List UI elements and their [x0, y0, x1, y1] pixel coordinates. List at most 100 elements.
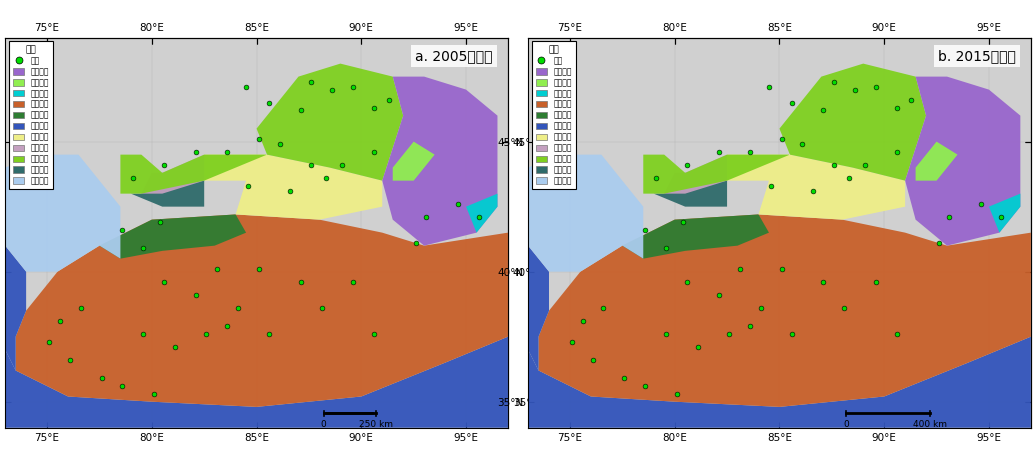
Point: [317, 174, 334, 182]
Text: 250 km: 250 km: [358, 420, 393, 429]
Polygon shape: [131, 173, 204, 207]
Point: [219, 322, 235, 330]
Point: [73, 304, 89, 312]
Point: [470, 213, 487, 221]
Point: [637, 382, 654, 390]
Point: [167, 343, 183, 351]
Polygon shape: [5, 246, 26, 370]
Point: [208, 265, 225, 273]
Text: b. 2015年分区: b. 2015年分区: [938, 49, 1015, 63]
Point: [994, 213, 1010, 221]
Legend: 市县, 东疆荒漠, 东疆绵洲, 东疆山地, 南疆荒漠, 南疆绵洲, 南疆山地, 北疆荒漠, 北疆绵洲, 北疆山地, 伊犁平原, 伊犁山地: 市县, 东疆荒漠, 东疆绵洲, 东疆山地, 南疆荒漠, 南疆绵洲, 南疆山地, …: [9, 41, 53, 189]
Point: [783, 330, 800, 338]
Point: [795, 141, 811, 148]
Point: [418, 213, 434, 221]
Point: [972, 200, 988, 208]
Polygon shape: [539, 214, 1031, 407]
Point: [152, 219, 169, 226]
Point: [564, 338, 580, 345]
Point: [941, 213, 957, 221]
Point: [240, 182, 257, 189]
Point: [815, 107, 832, 114]
Polygon shape: [99, 214, 247, 259]
Text: a. 2005年分区: a. 2005年分区: [415, 49, 493, 63]
Point: [648, 174, 664, 182]
Point: [188, 291, 204, 299]
Point: [616, 375, 633, 382]
Polygon shape: [989, 194, 1020, 233]
Point: [407, 239, 424, 247]
Point: [188, 148, 204, 156]
Point: [238, 83, 255, 91]
Polygon shape: [466, 194, 497, 233]
Point: [156, 278, 173, 286]
Point: [889, 148, 905, 156]
Point: [156, 161, 173, 169]
Point: [62, 356, 79, 364]
Point: [826, 161, 842, 169]
Point: [219, 148, 235, 156]
Point: [292, 107, 309, 114]
Point: [366, 148, 382, 156]
Point: [721, 330, 738, 338]
Point: [805, 187, 822, 195]
Polygon shape: [528, 155, 643, 272]
Point: [711, 291, 727, 299]
Point: [450, 200, 466, 208]
Point: [637, 226, 654, 234]
Text: 0: 0: [843, 420, 850, 429]
Point: [846, 86, 863, 94]
Point: [313, 304, 329, 312]
Point: [867, 278, 884, 286]
Point: [815, 278, 832, 286]
Point: [114, 226, 131, 234]
Point: [303, 78, 319, 86]
Polygon shape: [528, 337, 1031, 428]
Polygon shape: [916, 141, 957, 180]
Point: [658, 330, 674, 338]
Point: [674, 219, 691, 226]
Point: [574, 317, 591, 325]
Point: [679, 278, 695, 286]
Point: [783, 99, 800, 106]
Polygon shape: [664, 155, 727, 194]
Text: 400 km: 400 km: [914, 420, 947, 429]
Polygon shape: [393, 141, 435, 180]
Text: 0: 0: [321, 420, 326, 429]
Polygon shape: [528, 246, 549, 370]
Point: [679, 161, 695, 169]
Point: [261, 330, 278, 338]
Point: [40, 338, 57, 345]
Point: [251, 265, 267, 273]
Point: [135, 330, 151, 338]
Point: [903, 96, 920, 104]
Point: [135, 244, 151, 252]
Polygon shape: [5, 155, 120, 272]
Polygon shape: [5, 337, 508, 428]
Polygon shape: [382, 77, 497, 246]
Point: [742, 148, 758, 156]
Point: [292, 278, 309, 286]
Point: [658, 244, 674, 252]
Point: [689, 343, 706, 351]
Point: [731, 265, 748, 273]
Point: [251, 135, 267, 143]
Point: [271, 141, 288, 148]
Point: [595, 304, 611, 312]
Point: [742, 322, 758, 330]
Legend: 市县, 东疆荒漠, 东疆绵洲, 东疆山地, 南疆荒漠, 南疆绵洲, 南疆山地, 北疆荒漠, 北疆绵洲, 北疆山地, 伊犁平原, 伊犁山地: 市县, 东疆荒漠, 东疆绵洲, 东疆山地, 南疆荒漠, 南疆绵洲, 南疆山地, …: [531, 41, 576, 189]
Point: [889, 104, 905, 111]
Point: [198, 330, 214, 338]
Point: [857, 161, 873, 169]
Point: [773, 135, 789, 143]
Point: [584, 356, 601, 364]
Point: [52, 317, 68, 325]
Point: [760, 83, 777, 91]
Point: [261, 99, 278, 106]
Point: [323, 86, 340, 94]
Point: [668, 390, 685, 398]
Point: [345, 83, 362, 91]
Point: [146, 390, 163, 398]
Point: [345, 278, 362, 286]
Point: [752, 304, 769, 312]
